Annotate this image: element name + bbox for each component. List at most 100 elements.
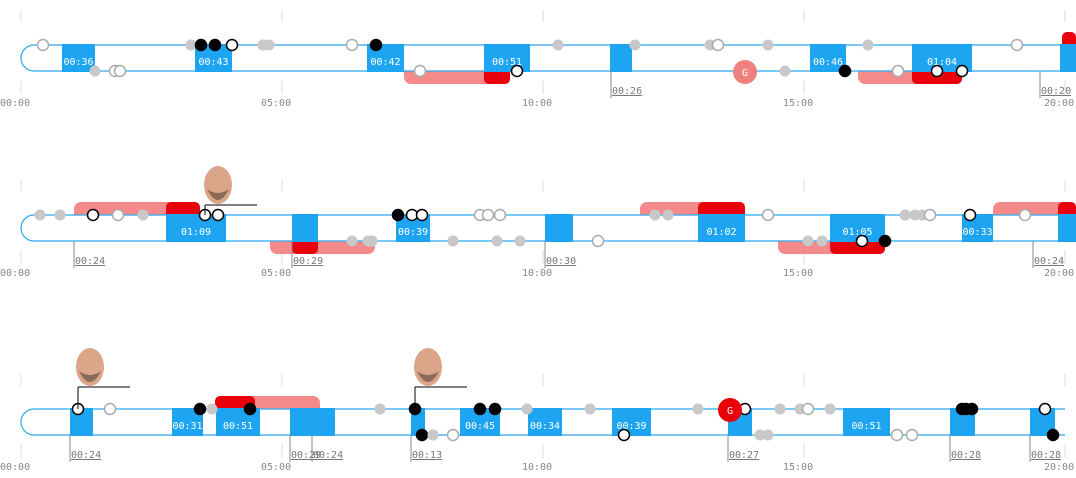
shift-box (843, 408, 890, 436)
event-dot (225, 38, 239, 52)
track (20, 214, 1065, 242)
tick-label: 20:00 (1044, 98, 1074, 109)
event-dot (34, 209, 46, 221)
event-dot (54, 209, 66, 221)
event-dot (243, 402, 257, 416)
shift-box (528, 408, 562, 436)
event-dot (514, 235, 526, 247)
tick-label: 00:00 (0, 462, 30, 473)
tick-label: 05:00 (261, 462, 291, 473)
marker-label: 00:26 (612, 86, 642, 97)
event-dot (762, 429, 774, 441)
tick-label: 15:00 (783, 462, 813, 473)
event-dot (369, 38, 383, 52)
event-dot (427, 429, 439, 441)
marker-label: 00:24 (71, 450, 101, 461)
event-dot (481, 208, 495, 222)
event-dot (447, 235, 459, 247)
marker-label: 00:28 (951, 450, 981, 461)
event-dot (111, 208, 125, 222)
marker-label: 00:29 (293, 256, 323, 267)
event-dot (345, 38, 359, 52)
shift-label: 00:42 (370, 57, 400, 68)
shift-label: 00:31 (172, 421, 202, 432)
shift-label: 00:36 (63, 57, 93, 68)
event-dot (521, 403, 533, 415)
event-dot (862, 39, 874, 51)
marker-label: 00:27 (729, 450, 759, 461)
event-dot (692, 403, 704, 415)
event-dot (617, 428, 631, 442)
event-dot (211, 208, 225, 222)
marker-label: 00:29 (291, 450, 321, 461)
marker-label: 00:13 (412, 450, 442, 461)
event-dot (801, 402, 815, 416)
event-dot (473, 402, 487, 416)
event-dot (774, 403, 786, 415)
event-dot (838, 64, 852, 78)
event-dot (206, 403, 218, 415)
event-dot (930, 64, 944, 78)
shift-box (545, 214, 573, 242)
event-dot (185, 39, 197, 51)
event-dot (103, 402, 117, 416)
shift-label: 01:02 (706, 227, 736, 238)
event-dot (263, 39, 275, 51)
period-row: 00:00 05:00 10:00 15:00 20:00 00:36 00:43 00:42… (0, 10, 1076, 109)
tick-label: 15:00 (783, 98, 813, 109)
tick-label: 15:00 (783, 268, 813, 279)
player-beard (79, 371, 101, 382)
event-dot (415, 208, 429, 222)
shift-label: 00:39 (398, 227, 428, 238)
shift-label: 00:39 (616, 421, 646, 432)
shift-box (62, 44, 95, 72)
shift-box (484, 44, 530, 72)
event-dot (488, 402, 502, 416)
shift-label: 00:43 (198, 57, 228, 68)
tick-label: 05:00 (261, 268, 291, 279)
shift-label: 00:34 (530, 421, 560, 432)
shift-label: 00:51 (223, 421, 253, 432)
marker-label: 00:24 (1034, 256, 1064, 267)
shift-box (612, 408, 651, 436)
event-dot (374, 403, 386, 415)
goal-label: G (727, 406, 733, 417)
period-row: 00:00 05:00 10:00 15:00 20:00 00:31 00:51 00:45… (0, 348, 1074, 473)
shift-box (1060, 44, 1076, 72)
event-dot (366, 235, 378, 247)
event-dot (1018, 208, 1032, 222)
event-dot (413, 64, 427, 78)
player-beard (417, 371, 439, 382)
track (20, 44, 1065, 72)
event-dot (415, 428, 429, 442)
shift-label: 00:45 (465, 421, 495, 432)
goal-marker (718, 398, 742, 422)
event-dot (346, 235, 358, 247)
marker-label: 00:28 (1031, 450, 1061, 461)
player-beard (207, 189, 229, 200)
event-dot (552, 39, 564, 51)
shift-box (70, 408, 93, 436)
event-dot (824, 403, 836, 415)
shift-box (1058, 214, 1076, 242)
shift-label: 01:09 (181, 227, 211, 238)
tick-label: 10:00 (522, 98, 552, 109)
event-dot (446, 428, 460, 442)
event-dot (779, 65, 791, 77)
shift-box (292, 214, 318, 242)
tick-label: 05:00 (261, 98, 291, 109)
goal-marker (733, 60, 757, 84)
event-dot (878, 234, 892, 248)
tick-label: 10:00 (522, 462, 552, 473)
event-dot (662, 209, 674, 221)
shift-label: 00:51 (851, 421, 881, 432)
tick-label: 10:00 (522, 268, 552, 279)
event-dot (899, 209, 911, 221)
shift-label: 00:46 (813, 57, 843, 68)
event-dot (193, 402, 207, 416)
event-dot (36, 38, 50, 52)
shift-label: 00:51 (492, 57, 522, 68)
event-dot (629, 39, 641, 51)
shift-label: 00:33 (962, 227, 992, 238)
